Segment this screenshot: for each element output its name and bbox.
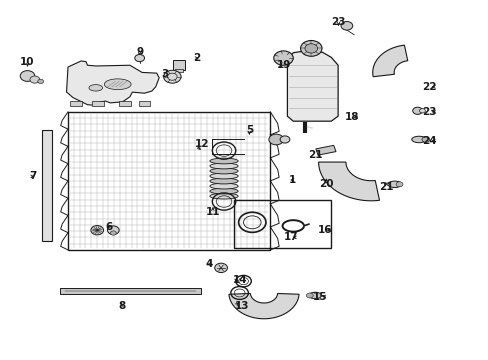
Polygon shape bbox=[318, 162, 379, 201]
Polygon shape bbox=[372, 45, 407, 77]
Ellipse shape bbox=[209, 158, 238, 164]
Bar bbox=[70, 101, 82, 107]
Bar bbox=[139, 101, 150, 107]
Bar bbox=[68, 112, 270, 250]
Circle shape bbox=[110, 231, 116, 235]
Text: 20: 20 bbox=[319, 179, 333, 189]
Bar bbox=[60, 288, 200, 294]
Text: 12: 12 bbox=[194, 139, 209, 149]
Bar bbox=[42, 130, 52, 241]
Text: 3: 3 bbox=[161, 69, 168, 79]
Circle shape bbox=[340, 22, 352, 30]
Text: 10: 10 bbox=[20, 57, 35, 67]
Ellipse shape bbox=[209, 163, 238, 169]
Circle shape bbox=[305, 44, 317, 53]
Ellipse shape bbox=[104, 79, 131, 90]
Text: 13: 13 bbox=[234, 301, 249, 311]
Ellipse shape bbox=[411, 136, 426, 143]
Text: 22: 22 bbox=[422, 82, 436, 92]
Text: 15: 15 bbox=[312, 292, 327, 302]
Ellipse shape bbox=[209, 193, 238, 199]
Ellipse shape bbox=[308, 292, 321, 299]
Text: 4: 4 bbox=[205, 259, 212, 269]
Bar bbox=[172, 59, 184, 69]
Circle shape bbox=[273, 51, 293, 65]
Bar bbox=[92, 101, 104, 107]
Ellipse shape bbox=[209, 188, 238, 194]
Circle shape bbox=[91, 226, 103, 235]
Ellipse shape bbox=[209, 173, 238, 179]
Ellipse shape bbox=[209, 168, 238, 174]
Circle shape bbox=[135, 54, 144, 62]
Text: 1: 1 bbox=[288, 175, 295, 185]
Circle shape bbox=[280, 136, 289, 143]
Circle shape bbox=[268, 134, 283, 145]
Text: 7: 7 bbox=[29, 171, 36, 181]
Ellipse shape bbox=[387, 181, 401, 188]
Circle shape bbox=[419, 109, 425, 113]
Text: 21: 21 bbox=[378, 182, 392, 192]
Text: 17: 17 bbox=[283, 232, 298, 242]
Text: 6: 6 bbox=[105, 222, 113, 231]
Bar bbox=[174, 69, 182, 72]
Text: 24: 24 bbox=[422, 136, 436, 145]
Circle shape bbox=[214, 263, 227, 273]
Circle shape bbox=[421, 136, 429, 142]
Bar bbox=[119, 101, 131, 107]
Text: 19: 19 bbox=[277, 60, 291, 70]
Ellipse shape bbox=[209, 178, 238, 184]
Text: 11: 11 bbox=[205, 207, 220, 217]
Text: 5: 5 bbox=[245, 125, 252, 135]
Text: 21: 21 bbox=[307, 150, 322, 160]
Circle shape bbox=[38, 79, 43, 84]
Circle shape bbox=[395, 182, 402, 187]
Text: 2: 2 bbox=[193, 53, 200, 63]
Text: 23: 23 bbox=[422, 107, 436, 117]
Text: 18: 18 bbox=[344, 112, 358, 122]
Polygon shape bbox=[287, 51, 337, 121]
Text: 23: 23 bbox=[331, 17, 345, 27]
Polygon shape bbox=[66, 61, 159, 105]
Circle shape bbox=[30, 76, 40, 83]
Text: 8: 8 bbox=[118, 301, 125, 311]
Ellipse shape bbox=[89, 85, 102, 91]
Text: 14: 14 bbox=[232, 275, 247, 285]
Bar bbox=[233, 200, 330, 248]
Polygon shape bbox=[228, 293, 299, 319]
Circle shape bbox=[20, 71, 35, 81]
Circle shape bbox=[107, 226, 119, 234]
Text: 16: 16 bbox=[317, 225, 331, 235]
Circle shape bbox=[300, 41, 322, 56]
Circle shape bbox=[306, 293, 313, 298]
Ellipse shape bbox=[209, 183, 238, 189]
Circle shape bbox=[412, 107, 422, 114]
Text: 9: 9 bbox=[136, 46, 143, 57]
Circle shape bbox=[163, 70, 181, 83]
Bar bbox=[315, 145, 335, 155]
